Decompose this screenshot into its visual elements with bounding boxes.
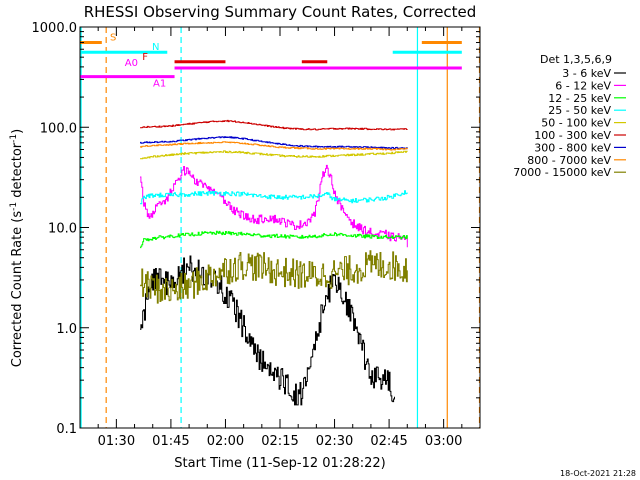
series-line-6 <box>140 136 408 150</box>
timestamp: 18-Oct-2021 21:28 <box>560 469 636 478</box>
y-tick-label-0: 1000.0 <box>32 21 78 36</box>
flag-bars: S NF A0 A1 <box>80 33 462 90</box>
series-line-4 <box>140 150 408 160</box>
flag-label-N: N <box>152 42 159 53</box>
legend-header: Det 1,3,5,6,9 <box>540 53 612 66</box>
x-tick-label-2: 02:00 <box>207 434 244 449</box>
y-tick-label-1: 100.0 <box>40 121 77 136</box>
data-series <box>140 119 408 406</box>
legend-label-6: 300 - 800 keV <box>534 141 611 154</box>
y-tick-label-4: 0.1 <box>56 422 77 437</box>
marker-lines <box>80 27 481 428</box>
x-tick-label-3: 02:15 <box>261 434 298 449</box>
flag-label-F: F <box>142 52 148 63</box>
legend-label-1: 6 - 12 keV <box>555 79 611 92</box>
legend-label-2: 12 - 25 keV <box>548 92 611 105</box>
x-tick-label-6: 03:00 <box>425 434 462 449</box>
flag-label-S: S <box>110 33 116 44</box>
legend-label-4: 50 - 100 keV <box>541 117 611 130</box>
series-line-2 <box>140 230 408 249</box>
series-line-3 <box>140 190 408 205</box>
flag-label-A0: A0 <box>125 58 138 69</box>
y-tick-label-3: 1.0 <box>56 322 77 337</box>
plot-frame <box>79 26 481 429</box>
x-tick-label-0: 01:30 <box>98 434 135 449</box>
legend-label-3: 25 - 50 keV <box>548 104 611 117</box>
legend-label-5: 100 - 300 keV <box>534 129 611 142</box>
series-line-8 <box>140 250 408 304</box>
x-axis-label: Start Time (11-Sep-12 01:28:22) <box>174 456 385 471</box>
x-tick-label-5: 02:45 <box>370 434 407 449</box>
series-line-5 <box>140 119 408 131</box>
legend-label-0: 3 - 6 keV <box>562 67 611 80</box>
chart-title: RHESSI Observing Summary Count Rates, Co… <box>84 3 477 21</box>
series-line-1 <box>140 164 408 248</box>
flag-label-A1: A1 <box>153 79 166 90</box>
series-line-0 <box>140 255 395 406</box>
legend-label-8: 7000 - 15000 keV <box>513 166 611 179</box>
series-line-7 <box>140 141 408 151</box>
legend-label-7: 800 - 7000 keV <box>527 154 611 167</box>
y-axis-label: Corrected Count Rate (s-1 detector-1) <box>9 129 25 367</box>
y-tick-label-2: 10.0 <box>48 222 77 237</box>
axes: 1000.0 100.0 10.0 1.0 0.1 01:30 01:45 02:00 02:1… <box>32 21 481 449</box>
x-tick-label-1: 01:45 <box>152 434 189 449</box>
x-tick-label-4: 02:30 <box>316 434 353 449</box>
